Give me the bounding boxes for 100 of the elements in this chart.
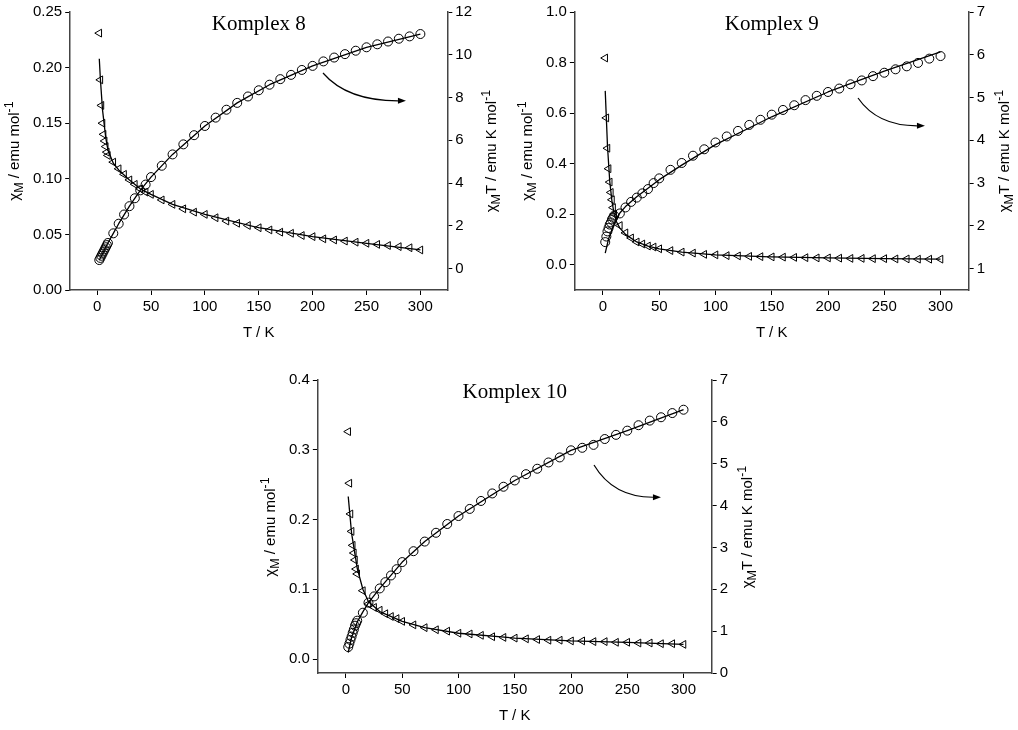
y-tick-label: 0.6 (545, 103, 567, 121)
point (811, 253, 820, 263)
x-axis-title: T / K (243, 323, 275, 340)
point (543, 635, 552, 645)
point (605, 188, 614, 197)
point (167, 199, 176, 209)
point (924, 53, 935, 64)
x-tick-label: 300 (671, 680, 697, 698)
point (845, 254, 854, 263)
point (648, 178, 659, 189)
point (124, 201, 135, 212)
point (329, 52, 340, 63)
point (453, 511, 464, 522)
point (823, 86, 834, 97)
point (721, 251, 730, 261)
point (383, 241, 391, 250)
point (343, 642, 354, 653)
x-tick-label: 0 (341, 680, 351, 698)
point (913, 254, 921, 264)
point (404, 31, 415, 42)
point (856, 75, 867, 86)
point (357, 586, 366, 596)
point (603, 164, 612, 174)
point (369, 603, 377, 612)
point (275, 74, 286, 85)
point (393, 242, 402, 252)
point (415, 245, 424, 255)
point (566, 445, 577, 456)
point (778, 252, 786, 262)
point (242, 221, 251, 230)
y2-tick-label: 4 (719, 495, 728, 513)
point (626, 233, 634, 243)
point (766, 252, 775, 262)
point (599, 637, 608, 646)
point (275, 227, 284, 237)
point (221, 104, 232, 115)
point (676, 157, 687, 168)
y2-tick-label: 6 (455, 130, 464, 148)
point (532, 635, 541, 644)
point (676, 247, 685, 257)
y-tick-label: 0.15 (32, 113, 63, 131)
point (108, 228, 119, 239)
point (622, 637, 631, 647)
point (372, 39, 383, 50)
point (189, 130, 200, 141)
point (611, 429, 622, 440)
y2-tick-label: 7 (976, 2, 985, 20)
point (554, 635, 563, 645)
point (349, 555, 358, 565)
point (554, 452, 565, 463)
point (733, 251, 741, 261)
point (521, 469, 532, 480)
point (620, 202, 631, 213)
point (620, 228, 629, 238)
point (687, 150, 698, 161)
point (242, 91, 253, 102)
y2-tick-label: 0 (719, 663, 728, 681)
y2-tick-label: 8 (455, 87, 464, 105)
x-tick-label: 150 (246, 297, 272, 315)
point (667, 639, 676, 649)
point (665, 164, 676, 175)
point (890, 254, 899, 264)
point (577, 442, 588, 453)
point (464, 629, 473, 639)
x-tick-label: 300 (928, 297, 954, 315)
point (199, 120, 210, 131)
point (642, 184, 653, 195)
point (453, 628, 462, 638)
point (648, 242, 657, 252)
point (667, 408, 678, 419)
point (97, 118, 106, 128)
point (343, 427, 351, 437)
y2-tick-label: 7 (719, 370, 728, 388)
point (633, 638, 642, 648)
point (119, 169, 127, 179)
point (599, 434, 610, 445)
y2-tick-label: 1 (719, 621, 728, 639)
point (890, 64, 901, 75)
y-tick-label: 0.00 (32, 280, 63, 298)
point (124, 175, 133, 185)
y2-tick-label: 2 (455, 215, 464, 233)
y-tick-label: 0.05 (32, 224, 63, 242)
point (264, 79, 275, 90)
point (361, 42, 372, 53)
point (509, 475, 520, 486)
point (102, 151, 111, 160)
point (476, 495, 486, 506)
point (654, 244, 662, 254)
x-tick-label: 50 (393, 680, 411, 698)
point (210, 213, 219, 223)
point (408, 620, 417, 630)
point (374, 605, 383, 615)
point (654, 173, 665, 184)
point (868, 71, 879, 82)
point (113, 218, 124, 229)
point (665, 246, 674, 255)
point (498, 481, 509, 492)
point (374, 583, 385, 594)
y-tick-label: 0.0 (545, 254, 567, 272)
point (348, 548, 357, 558)
